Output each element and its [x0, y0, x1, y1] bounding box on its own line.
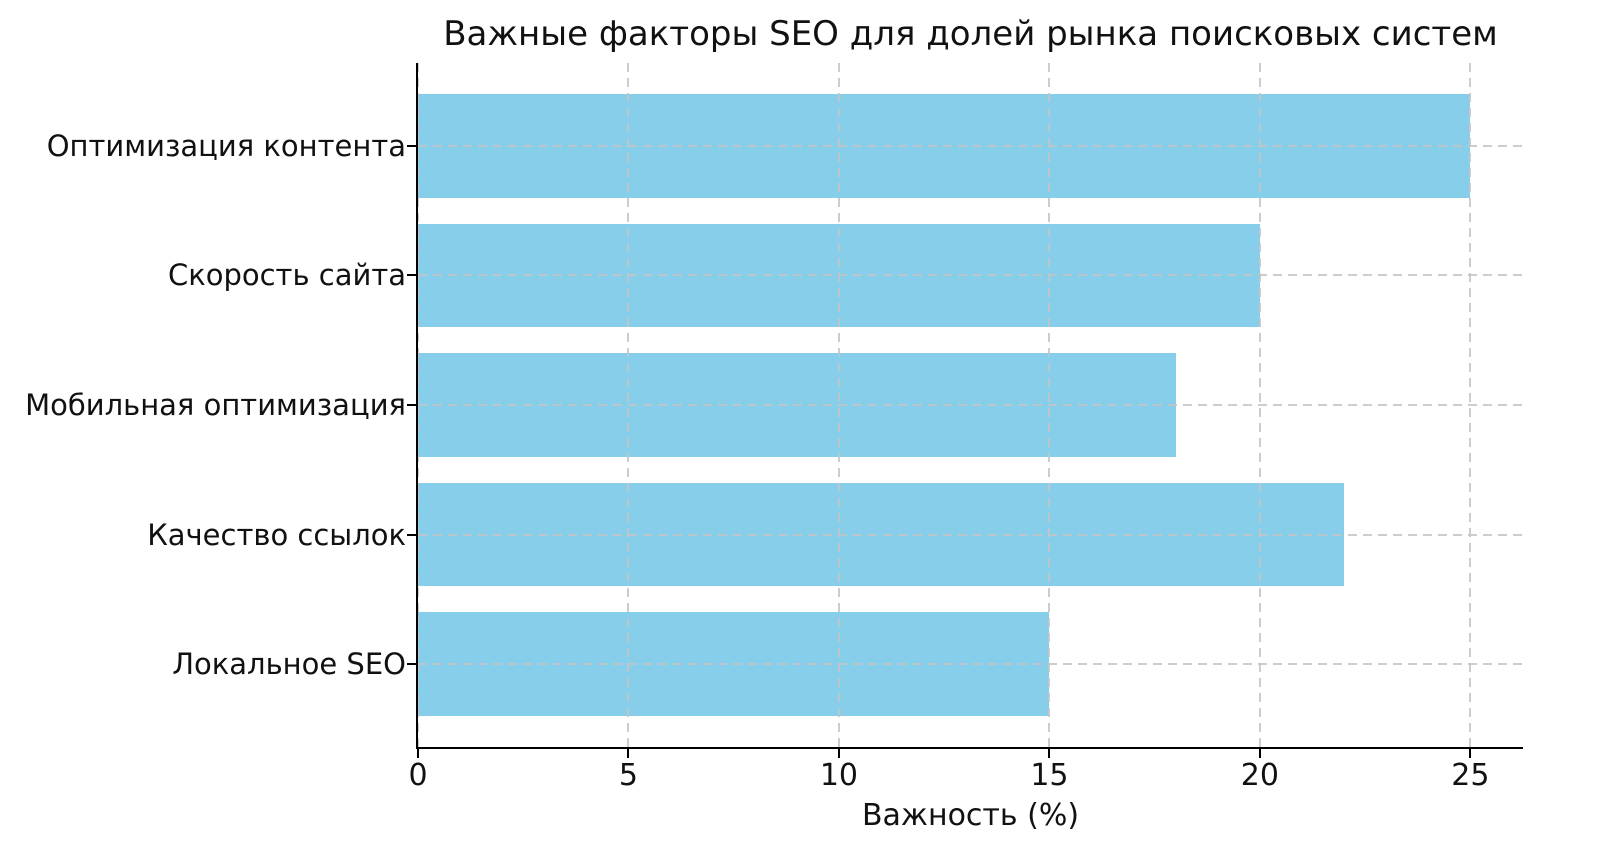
y-tick-0 — [407, 144, 416, 147]
x-axis-spine — [416, 747, 1523, 749]
x-tick-5 — [627, 749, 630, 758]
x-tick-0 — [417, 749, 419, 758]
gridline-y-2 — [418, 404, 1523, 406]
x-tick-25 — [1469, 749, 1472, 758]
y-tick-label-0: Оптимизация контента — [46, 128, 406, 163]
y-axis-spine — [416, 63, 418, 749]
y-tick-label-3: Качество ссылок — [147, 517, 406, 552]
gridline-y-0 — [418, 144, 1523, 147]
chart-title: Важные факторы SEO для долей рынка поиск… — [443, 14, 1498, 54]
x-tick-label-20: 20 — [1240, 758, 1279, 793]
gridline-y-4 — [418, 663, 1523, 666]
y-tick-1 — [407, 274, 416, 277]
x-axis-label: Важность (%) — [861, 798, 1080, 833]
x-tick-15 — [1048, 749, 1051, 758]
gridline-y-3 — [418, 533, 1523, 536]
x-tick-20 — [1258, 749, 1261, 758]
y-tick-4 — [407, 663, 416, 666]
y-tick-2 — [407, 404, 416, 406]
plot-area — [407, 63, 1523, 758]
x-tick-label-0: 0 — [408, 758, 428, 793]
x-tick-label-5: 5 — [618, 758, 639, 793]
y-tick-label-2: Мобильная оптимизация — [25, 388, 406, 422]
x-tick-label-15: 15 — [1030, 758, 1069, 793]
x-tick-10 — [837, 749, 840, 758]
x-tick-label-25: 25 — [1451, 758, 1490, 793]
y-tick-3 — [407, 533, 416, 536]
x-tick-label-10: 10 — [819, 758, 859, 793]
y-tick-label-1: Скорость сайта — [167, 258, 406, 293]
gridline-y-1 — [418, 274, 1523, 277]
y-tick-label-4: Локальное SEO — [172, 647, 406, 682]
